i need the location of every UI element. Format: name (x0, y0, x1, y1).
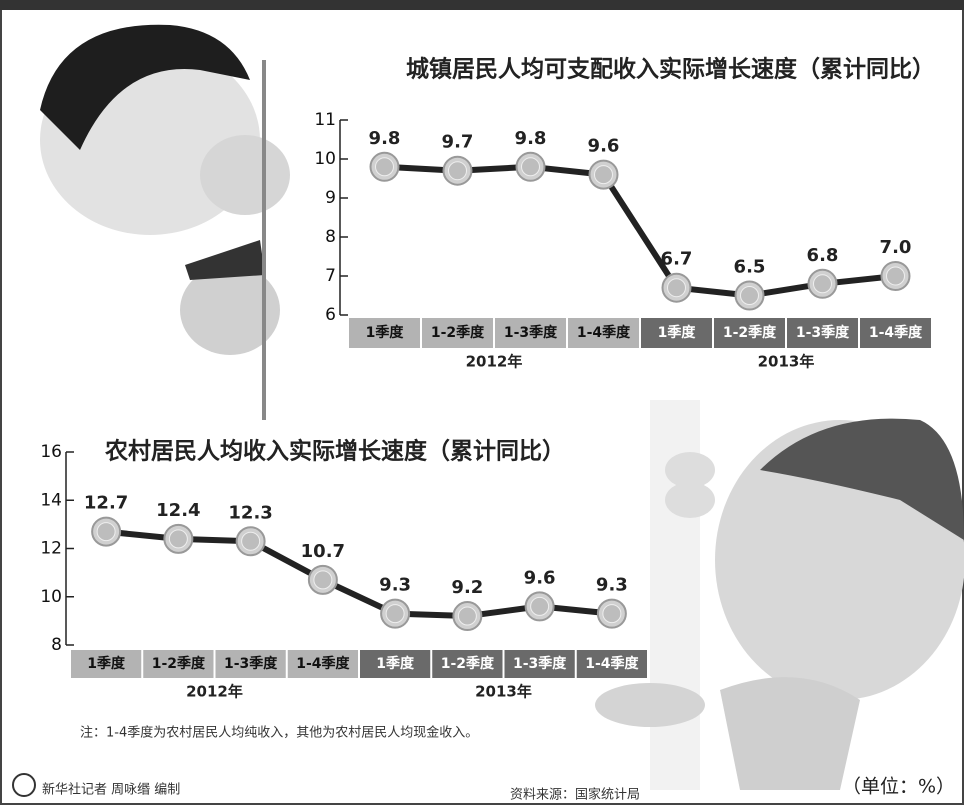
coin-inner (667, 278, 686, 298)
y-tick-label: 10 (40, 587, 62, 607)
category-group-label: 2012年 (186, 683, 243, 701)
y-tick-label: 12 (40, 539, 62, 559)
coin-inner (886, 266, 905, 286)
category-cell (422, 318, 493, 348)
figure-bottom-right (595, 400, 964, 790)
category-cell (860, 318, 931, 348)
coin-inner (241, 531, 261, 551)
y-tick-label: 8 (325, 227, 336, 247)
y-tick-label: 6 (325, 305, 336, 325)
coin-inner (521, 157, 540, 177)
value-label: 9.8 (369, 128, 401, 149)
category-cell (432, 650, 503, 678)
credit: 新华社记者 周咏缗 编制 (42, 782, 180, 798)
coin-inner (740, 286, 759, 305)
category-group-label: 2013年 (475, 683, 532, 701)
y-tick-label: 11 (314, 110, 336, 130)
x-tick-label: 1-2季度 (441, 655, 495, 672)
x-tick-label: 1-3季度 (513, 655, 567, 672)
value-label: 12.4 (156, 500, 200, 521)
x-tick-label: 1-3季度 (796, 324, 850, 341)
coin-inner (813, 274, 832, 294)
x-tick-label: 1-2季度 (431, 324, 485, 341)
y-tick-label: 7 (325, 266, 336, 286)
category-cell (504, 650, 575, 678)
coin-inner (375, 157, 394, 177)
category-cell (287, 650, 358, 678)
value-label: 9.7 (442, 132, 474, 153)
category-cell (349, 318, 420, 348)
y-tick-label: 10 (314, 149, 336, 169)
x-tick-label: 1-3季度 (224, 655, 278, 672)
x-tick-label: 1季度 (658, 324, 697, 341)
x-tick-label: 1-4季度 (585, 655, 639, 672)
category-group-label: 2013年 (758, 353, 815, 371)
value-label: 9.2 (451, 577, 483, 598)
category-cell (714, 318, 785, 348)
chart-title: 农村居民人均收入实际增长速度（累计同比） (104, 438, 565, 465)
value-label: 6.5 (734, 257, 766, 278)
x-tick-label: 1季度 (87, 655, 126, 672)
value-label: 9.6 (524, 567, 556, 588)
category-cell (787, 318, 858, 348)
x-tick-label: 1季度 (366, 324, 405, 341)
category-cell (215, 650, 286, 678)
category-cell (641, 318, 712, 348)
value-label: 9.3 (596, 575, 628, 596)
logo (12, 773, 36, 797)
y-tick-label: 14 (40, 490, 62, 510)
y-tick-label: 9 (325, 188, 336, 208)
value-label: 7.0 (880, 237, 912, 258)
figure-top-left (40, 24, 290, 420)
source: 资料来源：国家统计局 (510, 787, 640, 803)
value-label: 9.8 (515, 128, 547, 149)
category-cell (495, 318, 566, 348)
value-label: 6.7 (661, 249, 693, 270)
unit: （单位：%） (842, 776, 955, 798)
category-cell (576, 650, 647, 678)
category-cell (568, 318, 639, 348)
value-label: 12.3 (228, 502, 272, 523)
category-cell (360, 650, 431, 678)
y-tick-label: 16 (40, 442, 62, 462)
x-tick-label: 1-3季度 (504, 324, 558, 341)
x-tick-label: 1-2季度 (152, 655, 206, 672)
value-label: 12.7 (84, 493, 128, 514)
header-band (0, 0, 964, 10)
category-cell (71, 650, 142, 678)
y-tick-label: 8 (51, 635, 62, 655)
x-tick-label: 1-2季度 (723, 324, 777, 341)
value-label: 9.6 (588, 136, 620, 157)
coin-inner (385, 604, 405, 624)
category-group-label: 2012年 (466, 353, 523, 371)
coin-inner (168, 529, 188, 549)
coin-inner (530, 596, 550, 616)
x-tick-label: 1-4季度 (869, 324, 923, 341)
category-cell (143, 650, 214, 678)
coin-inner (602, 604, 622, 624)
coin-inner (96, 522, 116, 542)
coin-inner (313, 570, 333, 590)
value-label: 10.7 (301, 541, 345, 562)
value-label: 9.3 (379, 575, 411, 596)
x-tick-label: 1-4季度 (577, 324, 631, 341)
x-tick-label: 1-4季度 (296, 655, 350, 672)
chart-title: 城镇居民人均可支配收入实际增长速度（累计同比） (406, 56, 935, 83)
note: 注：1-4季度为农村居民人均纯收入，其他为农村居民人均现金收入。 (80, 725, 478, 741)
coin-inner (457, 606, 477, 626)
value-label: 6.8 (807, 245, 839, 266)
coin-inner (594, 165, 613, 185)
coin-inner (448, 161, 467, 181)
x-tick-label: 1季度 (376, 655, 415, 672)
